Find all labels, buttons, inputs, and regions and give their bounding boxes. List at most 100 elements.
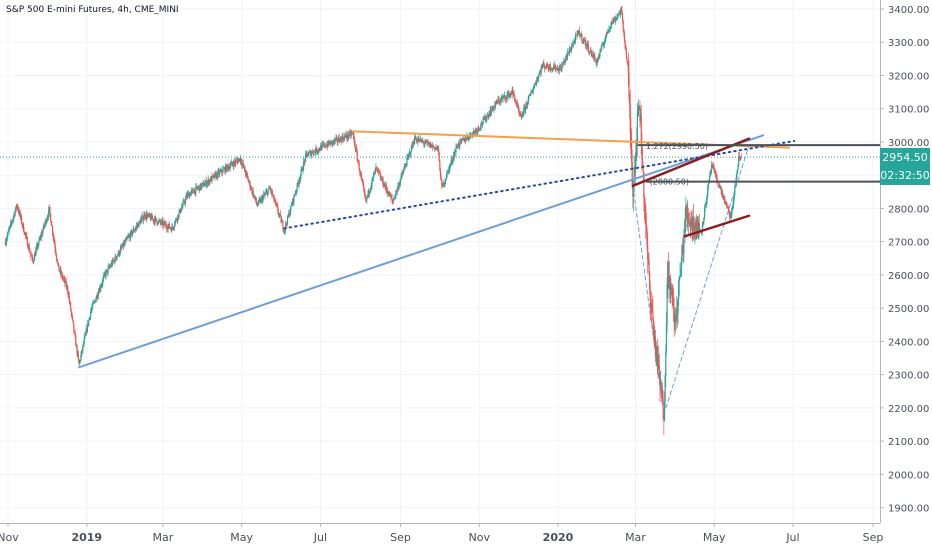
candle-body bbox=[248, 181, 251, 183]
candle-body bbox=[292, 198, 294, 203]
candle-body bbox=[559, 66, 561, 69]
candle-body bbox=[7, 231, 9, 236]
candle-body bbox=[201, 184, 203, 189]
candle-body bbox=[654, 336, 657, 357]
candle-body bbox=[477, 127, 479, 131]
candle-body bbox=[390, 194, 392, 198]
candle-body bbox=[281, 221, 283, 223]
candle-body bbox=[219, 171, 221, 175]
candle-body bbox=[345, 134, 347, 138]
candle-body bbox=[430, 143, 432, 148]
y-axis: 3400.003300.003200.003100.003000.002900.… bbox=[880, 0, 932, 550]
candle-body bbox=[210, 177, 212, 182]
candle-body bbox=[660, 382, 662, 387]
candle-body bbox=[241, 162, 243, 165]
candle-body bbox=[384, 184, 386, 188]
candle-body bbox=[326, 144, 329, 147]
candle-body bbox=[740, 157, 742, 159]
candle-body bbox=[45, 220, 47, 224]
candle-body bbox=[676, 308, 678, 317]
candle-body bbox=[556, 67, 558, 70]
candle-body bbox=[452, 160, 454, 162]
candle-body bbox=[362, 182, 364, 186]
candle-body bbox=[474, 130, 476, 134]
candle-body bbox=[194, 190, 196, 194]
candle-body bbox=[264, 194, 266, 196]
candle-body bbox=[312, 153, 314, 155]
candle-body bbox=[162, 220, 164, 226]
candle-body bbox=[15, 206, 17, 209]
candle-body bbox=[686, 213, 688, 220]
candle-body bbox=[437, 146, 439, 150]
candle-body bbox=[161, 221, 163, 224]
candle-body bbox=[92, 302, 94, 304]
candle-body bbox=[220, 169, 222, 172]
candle-body bbox=[164, 223, 167, 226]
candle-body bbox=[554, 65, 557, 70]
candle-body bbox=[11, 222, 13, 223]
candle-body bbox=[638, 105, 640, 109]
candle-body bbox=[366, 195, 369, 197]
candle-body bbox=[623, 32, 626, 41]
candle-body bbox=[192, 189, 194, 193]
candle-body bbox=[232, 164, 234, 167]
candle-body bbox=[575, 34, 577, 37]
candle-body bbox=[173, 227, 175, 228]
candle-body bbox=[323, 143, 325, 146]
y-tick-label: 3400.00 bbox=[888, 5, 929, 16]
candle-body bbox=[594, 59, 597, 60]
candle-body bbox=[534, 84, 536, 85]
candle-body bbox=[239, 158, 241, 162]
candle-body bbox=[173, 224, 176, 228]
candle-body bbox=[381, 177, 383, 181]
candle-body bbox=[599, 50, 601, 57]
candle-body bbox=[502, 97, 504, 99]
y-tick-label: 3300.00 bbox=[888, 38, 929, 49]
candle-body bbox=[619, 12, 621, 15]
candle-body bbox=[164, 222, 166, 226]
candle-body bbox=[133, 229, 135, 232]
candle-body bbox=[634, 170, 636, 173]
candle-body bbox=[627, 65, 629, 74]
grid bbox=[0, 0, 880, 523]
candle-body bbox=[137, 223, 139, 227]
candle-body bbox=[430, 144, 433, 148]
candle-body bbox=[443, 183, 445, 186]
candle-body bbox=[581, 34, 583, 41]
candle-body bbox=[360, 172, 362, 177]
candle-body bbox=[482, 118, 484, 125]
candle-body bbox=[317, 148, 320, 152]
candle-body bbox=[237, 159, 240, 163]
candle-body bbox=[202, 182, 205, 187]
candle-body bbox=[259, 199, 261, 201]
candle-body bbox=[657, 358, 659, 368]
candle-body bbox=[193, 190, 196, 194]
candle-body bbox=[672, 290, 674, 303]
candle-body bbox=[326, 144, 328, 148]
candle-body bbox=[718, 185, 720, 188]
candle-body bbox=[44, 220, 47, 224]
candle-body bbox=[246, 172, 248, 175]
candle-body bbox=[534, 84, 536, 86]
candle-body bbox=[680, 261, 682, 276]
candle-body bbox=[277, 206, 279, 213]
candle-body bbox=[516, 102, 518, 107]
candle-body bbox=[649, 272, 651, 291]
candle-body bbox=[114, 256, 116, 262]
candle-body bbox=[617, 14, 619, 17]
candle-body bbox=[50, 221, 52, 226]
candle-body bbox=[100, 286, 102, 289]
candle-body bbox=[666, 284, 668, 326]
candle-body bbox=[147, 214, 149, 216]
candle-body bbox=[479, 127, 482, 129]
candle-body bbox=[250, 187, 252, 189]
trendline-dark-red-solid bbox=[683, 214, 751, 238]
candle-body bbox=[419, 138, 422, 140]
candle-body bbox=[687, 212, 689, 220]
candle-body bbox=[123, 242, 125, 247]
candle-body bbox=[460, 139, 462, 141]
candle-body bbox=[404, 165, 406, 167]
candle-body bbox=[190, 192, 192, 196]
candle-body bbox=[382, 178, 384, 186]
